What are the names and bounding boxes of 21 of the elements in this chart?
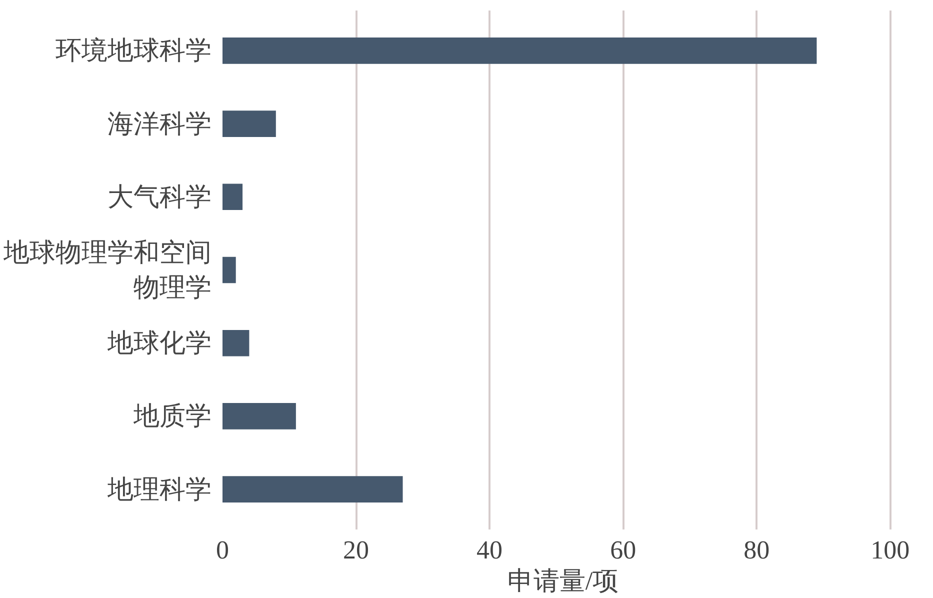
y-tick-label: 地球物理学和空间物理学 [2, 238, 212, 302]
bar [222, 476, 403, 502]
y-tick-label: 地球化学 [106, 328, 212, 358]
x-axis-title: 申请量/项 [507, 566, 619, 596]
bar [222, 38, 817, 64]
x-tick-label: 100 [870, 536, 910, 564]
x-tick-label: 60 [610, 536, 636, 564]
x-tick-label: 0 [216, 536, 229, 564]
x-tick-label: 20 [343, 536, 370, 564]
bar [222, 403, 296, 430]
y-tick-label: 地质学 [132, 402, 212, 431]
bar [222, 184, 243, 210]
y-tick-label: 大气科学 [108, 182, 212, 212]
y-tick-label: 环境地球科学 [56, 36, 212, 66]
bar [222, 110, 276, 137]
x-tick-label: 80 [744, 536, 770, 564]
y-tick-label: 海洋科学 [108, 109, 212, 138]
x-tick-label: 40 [476, 536, 503, 564]
y-tick-label: 地理科学 [106, 474, 212, 504]
bar [222, 256, 236, 284]
bar [222, 330, 250, 356]
